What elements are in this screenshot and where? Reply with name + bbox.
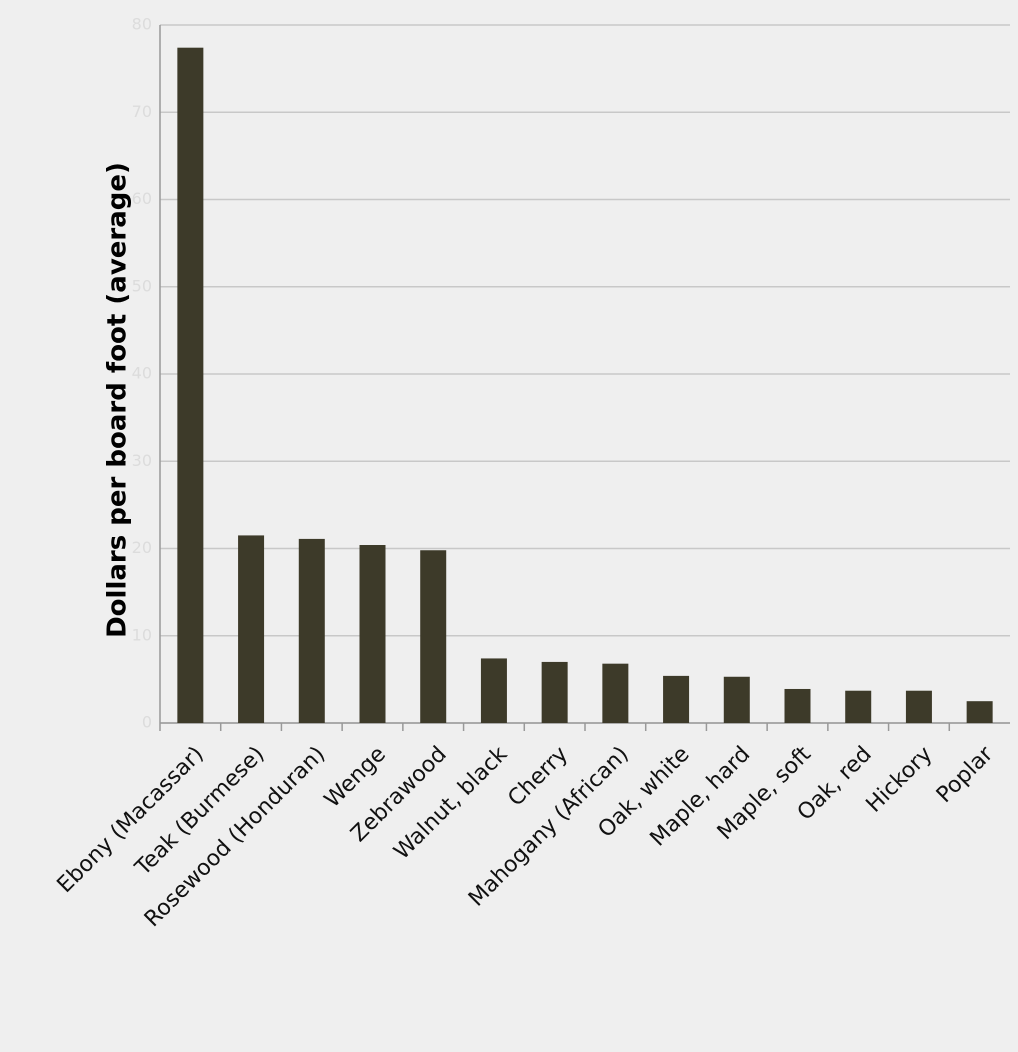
- bar: [602, 663, 629, 723]
- bar: [663, 675, 690, 723]
- bar: [480, 658, 507, 723]
- bar: [845, 690, 872, 723]
- bar: [966, 701, 993, 723]
- y-tick-label: 50: [132, 276, 152, 295]
- y-tick-label: 80: [132, 15, 152, 34]
- bar: [420, 550, 447, 723]
- y-tick-label: 20: [132, 538, 152, 557]
- bar: [359, 545, 386, 723]
- bar: [905, 690, 932, 723]
- bar: [177, 47, 204, 724]
- y-tick-label: 60: [132, 189, 152, 208]
- bar: [784, 688, 811, 723]
- bar: [723, 676, 750, 723]
- bar: [238, 535, 265, 723]
- y-tick-label: 0: [142, 713, 152, 732]
- bar: [541, 661, 568, 723]
- y-axis-label: Dollars per board foot (average): [103, 162, 133, 638]
- y-tick-label: 40: [132, 364, 152, 383]
- y-tick-label: 70: [132, 102, 152, 121]
- y-tick-label: 30: [132, 451, 152, 470]
- bar: [298, 538, 325, 723]
- y-tick-label: 10: [132, 625, 152, 644]
